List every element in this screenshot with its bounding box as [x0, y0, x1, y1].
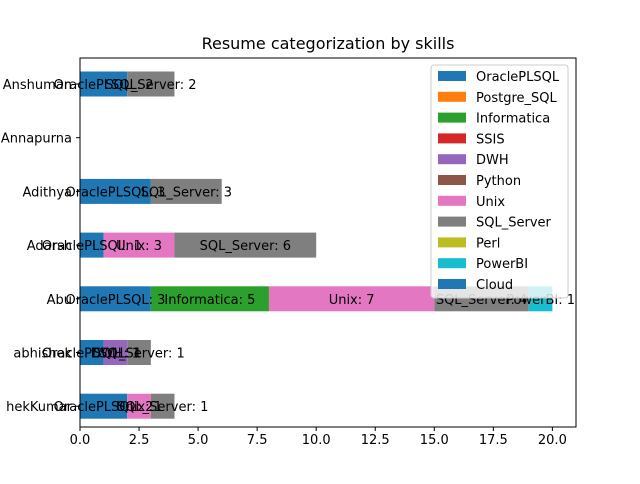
bar-segment: [80, 393, 128, 419]
y-tick-label: Adithya: [22, 185, 72, 200]
bar-segment: [80, 340, 104, 365]
bar-value-label: OraclePLSQL: 3: [65, 185, 165, 200]
legend-swatch: [438, 216, 466, 227]
plot-frame: [79, 57, 577, 428]
bar-segment: [127, 71, 175, 97]
legend-label: Informatica: [476, 112, 550, 127]
bar-value-label: Unix: 7: [329, 293, 375, 308]
legend-label: SQL_Server: [476, 216, 552, 231]
bar-value-label: DWH: 1: [91, 347, 140, 362]
bar-segment: [174, 232, 317, 258]
legend-swatch: [438, 258, 466, 269]
bar-value-label: SQL_Server: 3: [141, 185, 232, 200]
bar-value-label: SQL_Server: 2: [105, 78, 196, 93]
y-axis-ticks: Anshuman Annapurna Adithya Adarsh Abu abhishe…: [1, 78, 80, 415]
bar-segment: [150, 393, 175, 419]
x-tick-label: 2.5: [129, 433, 150, 448]
bar-segment: [127, 340, 151, 365]
x-tick-label: 17.5: [479, 433, 508, 448]
legend-swatch: [438, 154, 466, 165]
legend: OraclePLSQL Postgre_SQL Informatica SSIS DWH…: [430, 64, 569, 299]
legend-label: Cloud: [476, 278, 513, 293]
legend-label: Perl: [476, 236, 500, 251]
bar-value-label: OraclePLSQL: 3: [65, 293, 165, 308]
x-tick-label: 0.0: [70, 433, 91, 448]
bars-group: [80, 71, 553, 419]
x-tick-label: 7.5: [247, 433, 268, 448]
legend-label: PowerBI: [476, 257, 528, 272]
bar-value-label: OraclePLSQL: 1: [42, 239, 142, 254]
legend-label: SSIS: [476, 132, 505, 147]
legend-swatch: [438, 112, 466, 123]
x-tick-label: 5.0: [188, 433, 209, 448]
legend-label: Postgre_SQL: [476, 91, 557, 106]
bar-segment: [150, 178, 222, 204]
bar-value-label: OraclePLSQL: 1: [42, 347, 142, 362]
bar-value-label: OraclePLSQL: 2: [54, 400, 154, 415]
bar-value-label: Informatica: 5: [164, 293, 255, 308]
legend-label: Unix: [476, 195, 505, 210]
legend-label: DWH: [476, 153, 509, 168]
bar-value-label: SQL_Server: 1: [117, 400, 208, 415]
bar-value-label: Unix: 1: [116, 400, 162, 415]
bar-segment: [268, 286, 435, 312]
y-tick-label: Anshuman: [3, 78, 72, 93]
legend-label: Python: [476, 174, 521, 189]
legend-swatch: [438, 175, 466, 185]
x-tick-label: 15.0: [420, 433, 449, 448]
bar-segment: [80, 232, 104, 258]
bar-segment: [80, 178, 151, 204]
bar-segment: [80, 286, 151, 312]
x-tick-label: 10.0: [302, 433, 331, 448]
bar-value-label: SQL_Server: 6: [200, 239, 291, 254]
bar-value-label: Unix: 3: [116, 239, 162, 254]
y-tick-label: Annapurna: [1, 132, 72, 147]
y-tick-label: Abu: [47, 293, 72, 308]
legend-swatch: [438, 279, 466, 289]
y-tick-label: hekKumar: [6, 400, 73, 415]
bar-value-label: SQL_Server: 1: [93, 347, 184, 362]
bar-segment: [150, 286, 269, 312]
y-tick-label: Adarsh: [27, 239, 72, 254]
legend-swatch: [438, 71, 466, 81]
x-tick-label: 12.5: [361, 433, 390, 448]
chart-title: Resume categorization by skills: [202, 34, 455, 53]
legend-swatch: [438, 91, 466, 102]
x-axis-ticks: 0.0 2.5 5.0 7.5 10.0 12.5 15.0 17.5 20.0: [70, 427, 567, 448]
bar-segment: [127, 393, 151, 419]
bar-value-label: OraclePLSQL: 2: [54, 78, 154, 93]
legend-label: OraclePLSQL: [476, 70, 560, 85]
y-tick-label: abhishek: [13, 347, 72, 362]
bar-segment: [103, 232, 175, 258]
legend-swatch: [438, 237, 466, 248]
legend-swatch: [438, 195, 466, 206]
bar-segment: [80, 71, 128, 97]
legend-swatch: [438, 133, 466, 144]
bar-segment: [103, 340, 128, 365]
x-tick-label: 20.0: [538, 433, 567, 448]
